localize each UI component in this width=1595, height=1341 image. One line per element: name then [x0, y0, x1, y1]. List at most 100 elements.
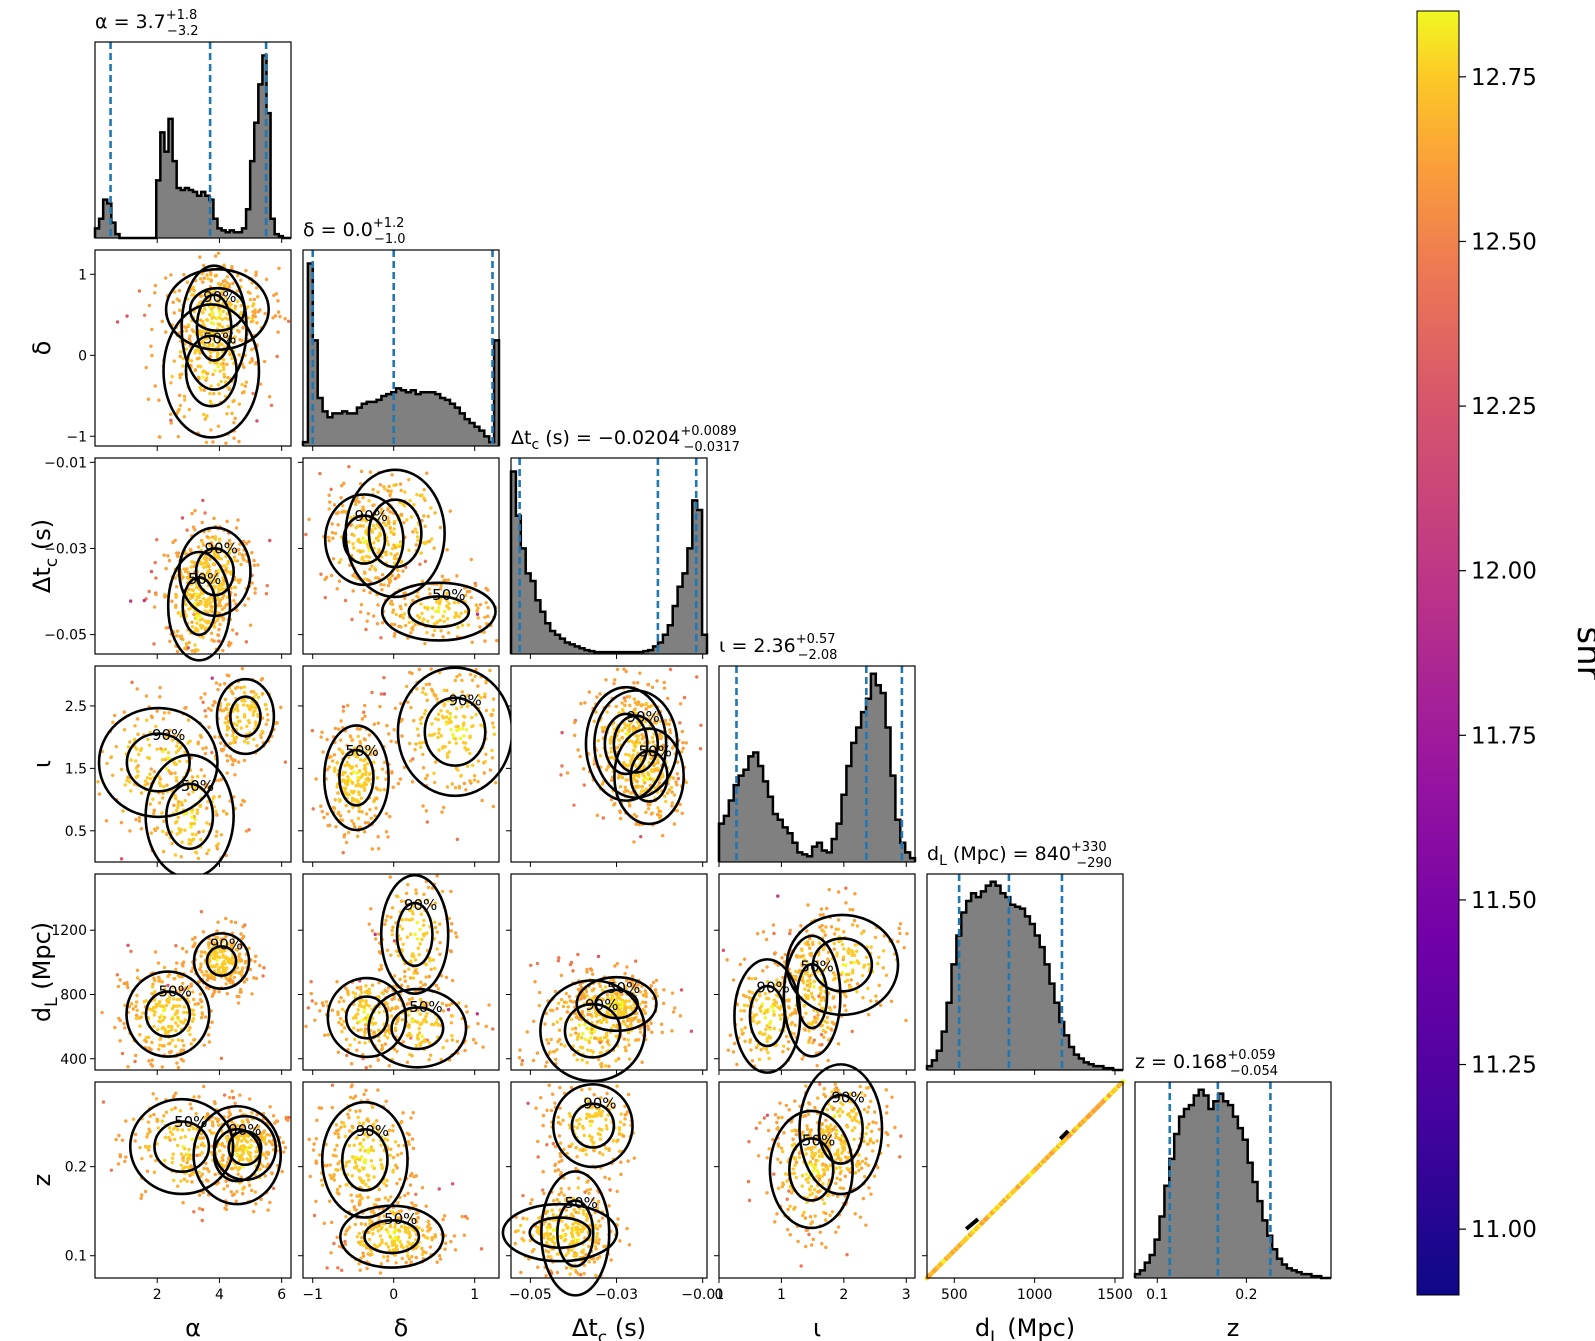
sample-point: [220, 586, 224, 591]
sample-point: [235, 559, 240, 563]
sample-point: [636, 734, 640, 738]
sample-point: [200, 617, 205, 621]
sample-point: [484, 1024, 488, 1029]
sample-point: [201, 375, 205, 379]
sample-point: [183, 706, 187, 710]
sample-point: [215, 847, 220, 851]
sample-point: [216, 603, 220, 608]
sample-point: [866, 1012, 871, 1017]
sample-point: [188, 1032, 192, 1037]
sample-point: [244, 268, 248, 273]
sample-point: [822, 947, 826, 951]
sample-point: [465, 1010, 469, 1014]
sample-point: [401, 569, 405, 573]
sample-point: [200, 1012, 205, 1016]
sample-point: [226, 405, 231, 409]
sample-point: [198, 255, 202, 259]
panel-dL-vs-delta: 50%90%: [298, 873, 500, 1075]
sample-point: [182, 567, 186, 571]
sample-point: [240, 969, 244, 973]
sample-point: [244, 829, 249, 833]
sample-point: [481, 1045, 485, 1049]
sample-point: [153, 560, 157, 565]
sample-point: [632, 681, 636, 685]
panel-title-iota: ι = 2.36+0.57 −2.08: [719, 632, 837, 663]
sample-point: [136, 732, 140, 736]
sample-point: [199, 294, 203, 298]
sample-point: [446, 1007, 451, 1012]
sample-point: [363, 577, 367, 581]
sample-point: [407, 741, 412, 746]
sample-point: [749, 1048, 753, 1052]
sample-point: [216, 424, 221, 428]
sample-point: [241, 703, 246, 707]
sample-point: [725, 958, 729, 962]
sample-point: [235, 632, 239, 636]
sample-point: [147, 1046, 151, 1050]
sample-point: [211, 344, 215, 348]
sample-point: [352, 1037, 357, 1042]
sample-point: [640, 1060, 644, 1064]
sample-point: [754, 998, 759, 1002]
y-tick-label: −0.05: [44, 628, 87, 644]
sample-point: [612, 681, 616, 686]
sample-point: [623, 1022, 627, 1026]
sample-point: [684, 780, 688, 785]
sample-point: [451, 733, 455, 737]
sample-point: [622, 1037, 627, 1041]
sample-point: [655, 679, 659, 683]
sample-point: [468, 779, 472, 783]
sample-point: [590, 1031, 594, 1035]
sample-point: [237, 353, 241, 357]
sample-point: [187, 587, 191, 591]
sample-point: [237, 971, 241, 975]
sample-point: [338, 738, 343, 742]
sample-point: [211, 440, 215, 444]
panel-iota-vs-alpha: 50%90%0.51.52.5: [65, 665, 292, 879]
sample-point: [606, 765, 610, 769]
sample-point: [202, 1043, 206, 1048]
sample-point: [617, 738, 621, 742]
sample-point: [419, 745, 423, 749]
sample-point: [330, 530, 335, 535]
sample-point: [490, 713, 494, 717]
sample-point: [207, 565, 211, 569]
sample-point: [201, 543, 206, 547]
sample-point: [698, 747, 703, 751]
sample-point: [191, 525, 196, 529]
sample-point: [486, 614, 490, 619]
sample-point: [472, 778, 477, 782]
sample-point: [176, 1038, 181, 1042]
sample-point: [450, 1034, 454, 1038]
sample-point: [216, 687, 220, 692]
sample-point: [664, 799, 668, 804]
sample-point: [217, 587, 221, 592]
sample-point: [189, 583, 194, 587]
sample-point: [332, 806, 337, 811]
sample-point: [233, 416, 237, 421]
sample-point: [283, 317, 287, 321]
sample-point: [520, 1059, 525, 1063]
panel-title-delta: δ = 0.0+1.2 −1.0: [303, 216, 406, 247]
sample-point: [153, 950, 158, 954]
sample-point: [246, 305, 250, 309]
sample-point: [309, 979, 313, 984]
sample-point: [428, 956, 432, 961]
sample-point: [425, 471, 429, 475]
sample-point: [462, 781, 467, 786]
sample-point: [423, 712, 427, 716]
sample-point: [174, 634, 179, 638]
sample-point: [218, 683, 222, 687]
sample-point: [137, 289, 142, 293]
sample-point: [641, 993, 646, 998]
sample-point: [233, 593, 238, 597]
sample-point: [193, 935, 197, 940]
panel-frame: [94, 249, 292, 447]
sample-point: [268, 538, 272, 543]
sample-point: [598, 692, 602, 696]
sample-point: [139, 1015, 144, 1019]
sample-point: [227, 387, 232, 391]
sample-point: [671, 776, 676, 780]
sample-point: [456, 625, 460, 630]
sample-point: [458, 736, 463, 741]
